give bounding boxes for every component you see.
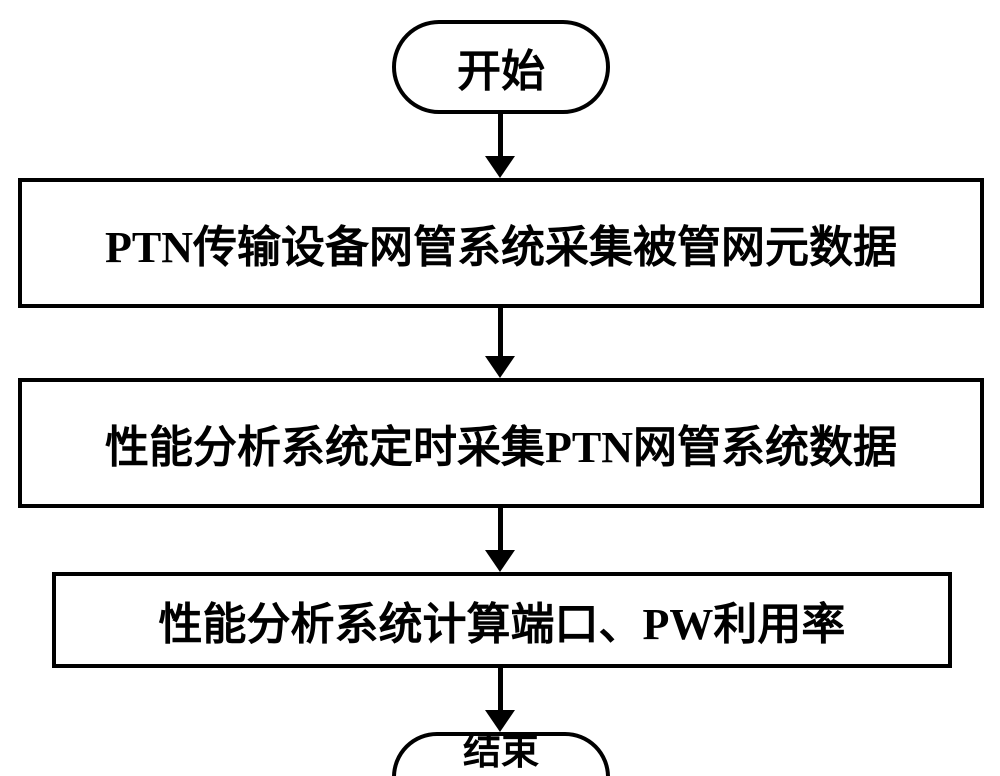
- flow-arrow-2-line: [498, 508, 503, 550]
- flow-arrow-3-line: [498, 668, 503, 710]
- flow-step-2: 性能分析系统定时采集PTN网管系统数据: [18, 378, 984, 508]
- flow-end: 结束: [392, 732, 610, 776]
- flow-step-3: 性能分析系统计算端口、PW利用率: [52, 572, 952, 668]
- flow-arrow-0-head: [485, 156, 515, 178]
- flow-step-2-label: 性能分析系统定时采集PTN网管系统数据: [105, 411, 897, 475]
- flow-end-label: 结束: [463, 736, 539, 768]
- flow-step-3-label: 性能分析系统计算端口、PW利用率: [159, 588, 846, 652]
- flowchart-canvas: 开始 PTN传输设备网管系统采集被管网元数据 性能分析系统定时采集PTN网管系统…: [0, 0, 1000, 776]
- flow-arrow-2-head: [485, 550, 515, 572]
- flow-step-1: PTN传输设备网管系统采集被管网元数据: [18, 178, 984, 308]
- flow-arrow-0-line: [498, 114, 503, 156]
- flow-arrow-1-line: [498, 308, 503, 356]
- flow-start-label: 开始: [457, 35, 545, 99]
- flow-arrow-1-head: [485, 356, 515, 378]
- flow-start: 开始: [392, 20, 610, 114]
- flow-step-1-label: PTN传输设备网管系统采集被管网元数据: [105, 211, 897, 275]
- flow-arrow-3-head: [485, 710, 515, 732]
